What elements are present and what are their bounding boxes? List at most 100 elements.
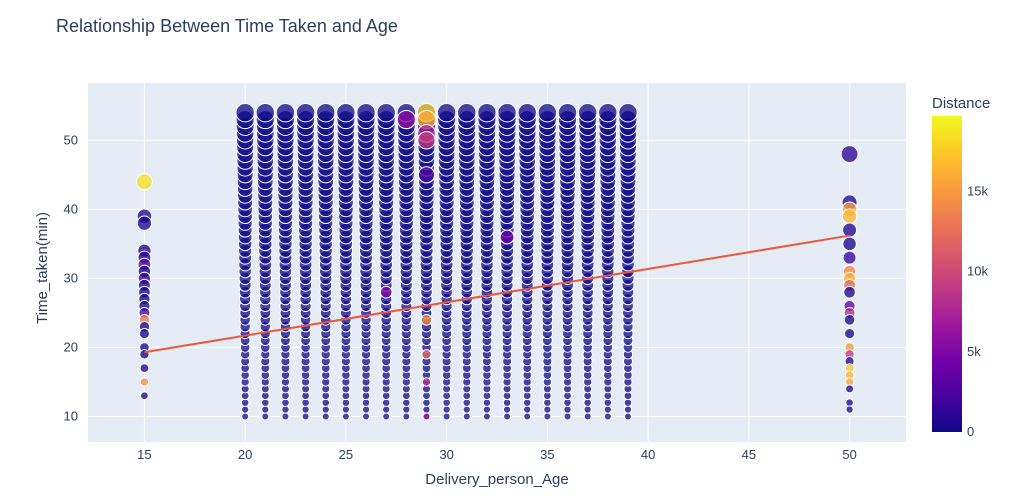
scatter-point: [442, 412, 451, 421]
scatter-point: [361, 405, 371, 414]
x-axis-title: Delivery_person_Age: [425, 471, 568, 488]
scatter-point: [843, 285, 856, 299]
x-axis-ticks: 15 20 25 30 35 40 45 50: [137, 447, 857, 462]
scatter-point: [499, 229, 515, 245]
scatter-point: [618, 102, 638, 123]
scatter-point: [517, 102, 537, 123]
scatter-point: [420, 313, 433, 326]
scatter-point: [417, 166, 436, 184]
scatter-point: [376, 102, 396, 123]
scatter-point: [840, 145, 859, 164]
colorbar[interactable]: [932, 116, 962, 432]
scatter-point: [336, 102, 356, 123]
scatter-point: [422, 405, 431, 414]
scatter-point: [843, 313, 856, 326]
scatter-point: [341, 412, 350, 421]
scatter-point: [577, 102, 598, 123]
scatter-point: [321, 405, 330, 414]
x-tick-label: 30: [439, 447, 453, 462]
scatter-point: [422, 412, 431, 421]
scatter-point: [537, 102, 558, 123]
scatter-point: [598, 102, 618, 123]
x-tick-label: 50: [842, 447, 856, 462]
scatter-point: [563, 412, 572, 421]
scatter-point: [396, 110, 416, 130]
scatter-point: [557, 102, 578, 123]
scatter-point: [457, 102, 477, 123]
scatter-point: [421, 349, 432, 360]
scatter-point: [497, 102, 517, 123]
scatter-point: [235, 102, 255, 123]
scatter-point: [140, 391, 149, 401]
scatter-point: [379, 285, 393, 299]
scatter-point: [583, 412, 592, 421]
scatter-point: [841, 208, 858, 225]
scatter-point: [523, 412, 532, 421]
scatter-point: [842, 222, 858, 238]
y-tick-label: 20: [64, 339, 78, 354]
scatter-point: [543, 412, 552, 421]
scatter-point: [301, 405, 310, 414]
scatter-point: [623, 405, 633, 414]
scatter-point: [543, 405, 552, 414]
scatter-point: [477, 102, 497, 123]
scatter-point: [462, 405, 471, 414]
scatter-point: [583, 405, 592, 414]
scatter-point: [842, 236, 857, 252]
x-tick-label: 35: [540, 447, 554, 462]
scatter-point: [523, 405, 532, 414]
scatter-point: [301, 412, 310, 421]
x-tick-label: 40: [641, 447, 655, 462]
scatter-point: [603, 405, 612, 414]
scatter-point: [261, 412, 270, 421]
scatter-point: [261, 405, 270, 414]
scatter-point: [482, 405, 492, 414]
scatter-point: [356, 102, 376, 123]
scatter-point: [482, 412, 491, 421]
y-tick-label: 10: [64, 408, 78, 423]
scatter-point: [139, 363, 150, 374]
scatter-point: [436, 102, 457, 123]
scatter-point: [382, 412, 391, 421]
x-tick-label: 15: [137, 447, 151, 462]
scatter-point: [442, 405, 451, 414]
y-axis-title: Time_taken(min): [34, 212, 51, 324]
scatter-points: [135, 102, 859, 421]
scatter-point: [241, 412, 250, 421]
scatter-point: [341, 405, 351, 414]
y-tick-label: 50: [64, 132, 78, 147]
scatter-point: [417, 131, 436, 150]
scatter-point: [281, 405, 290, 414]
trend-line: [144, 234, 850, 354]
scatter-point: [563, 405, 572, 414]
colorbar-title: Distance: [932, 95, 990, 112]
scatter-point: [321, 412, 330, 421]
plot-area[interactable]: [88, 83, 906, 442]
scatter-point: [382, 405, 391, 414]
y-tick-label: 40: [64, 201, 78, 216]
scatter-point: [138, 328, 150, 340]
y-axis-ticks: 10 20 30 40 50: [64, 132, 78, 423]
scatter-point: [421, 377, 432, 387]
scatter-point: [281, 412, 290, 421]
scatter-point: [845, 398, 854, 407]
scatter-point: [135, 173, 153, 191]
scatter-point: [295, 102, 316, 123]
scatter-point: [139, 377, 150, 387]
scatter-point: [844, 328, 856, 340]
scatter-point: [462, 412, 471, 421]
scatter-point: [503, 412, 512, 421]
x-tick-label: 20: [238, 447, 252, 462]
colorbar-tick-label: 5k: [967, 344, 981, 359]
colorbar-tick-label: 0: [967, 424, 974, 439]
scatter-point: [845, 384, 855, 394]
scatter-point: [402, 405, 411, 414]
scatter-point: [241, 405, 250, 414]
y-tick-label: 30: [64, 270, 78, 285]
scatter-point: [255, 102, 276, 123]
x-tick-label: 25: [339, 447, 353, 462]
colorbar-ticks: 0 5k 10k 15k: [967, 183, 988, 439]
x-tick-label: 45: [742, 447, 756, 462]
